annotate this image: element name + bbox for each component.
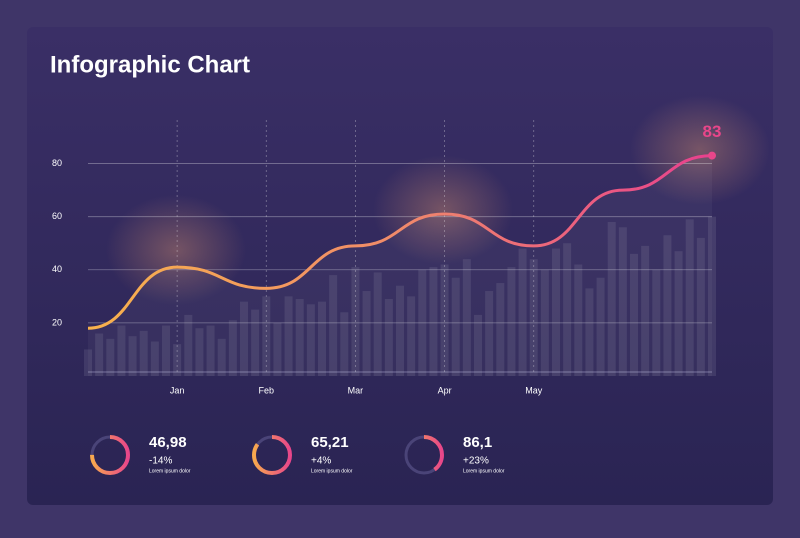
stat-value: 86,1 (463, 434, 492, 451)
y-tick-label: 20 (52, 317, 62, 327)
stat-value: 65,21 (311, 434, 349, 451)
x-tick-label: Jan (170, 385, 185, 395)
y-tick-label: 80 (52, 158, 62, 168)
stat-value: 46,98 (149, 434, 187, 451)
stat-caption: Lorem ipsum dolor (463, 468, 505, 474)
value-label: 83 (703, 122, 722, 141)
y-tick-label: 60 (52, 211, 62, 221)
y-tick-label: 40 (52, 264, 62, 274)
x-tick-label: Mar (348, 385, 364, 395)
stat-caption: Lorem ipsum dolor (311, 468, 353, 474)
x-tick-label: Feb (259, 385, 275, 395)
stat-caption: Lorem ipsum dolor (149, 468, 191, 474)
stat-change: +23% (463, 456, 489, 467)
end-point (708, 152, 716, 160)
x-tick-label: May (525, 385, 543, 395)
stat-change: +4% (311, 456, 331, 467)
x-tick-label: Apr (438, 385, 452, 395)
stat-change: -14% (149, 456, 172, 467)
chart-title: Infographic Chart (50, 51, 250, 78)
